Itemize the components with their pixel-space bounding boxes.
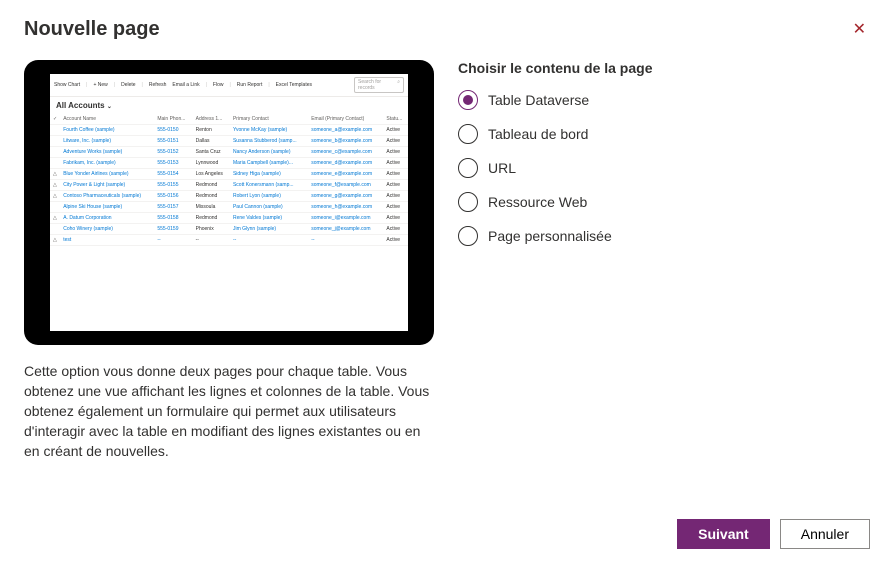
col-email: Email (Primary Contact) — [308, 114, 383, 125]
toolbar-email: Email a Link — [172, 82, 199, 88]
preview-toolbar: Show Chart | + New | Delete | Refresh Em… — [50, 74, 408, 97]
radio-icon — [458, 124, 478, 144]
col-name: Account Name — [60, 114, 154, 125]
table-row: Alpine Ski House (sample)555-0157Missoul… — [50, 202, 408, 213]
table-row: Adventure Works (sample)555-0152Santa Cr… — [50, 147, 408, 158]
toolbar-templates: Excel Templates — [276, 82, 312, 88]
preview-screen: Show Chart | + New | Delete | Refresh Em… — [50, 74, 408, 331]
table-row: △City Power & Light (sample)555-0155Redm… — [50, 180, 408, 191]
option-label: URL — [488, 160, 516, 176]
toolbar-delete: Delete — [121, 82, 135, 88]
content-type-radiogroup: Table Dataverse Tableau de bord URL Ress… — [458, 90, 870, 246]
next-button[interactable]: Suivant — [677, 519, 770, 549]
table-row: △Blue Yonder Airlines (sample)555-0154Lo… — [50, 169, 408, 180]
option-label: Tableau de bord — [488, 126, 588, 142]
col-phone: Main Phon... — [154, 114, 192, 125]
col-status: Statu... — [383, 114, 408, 125]
col-check: ✓ — [50, 114, 60, 125]
preview-grid: ✓ Account Name Main Phon... Address 1...… — [50, 114, 408, 246]
table-row: Fourth Coffee (sample)555-0150RentonYvon… — [50, 125, 408, 136]
cancel-button[interactable]: Annuler — [780, 519, 870, 549]
preview-tablet: Show Chart | + New | Delete | Refresh Em… — [24, 60, 434, 345]
option-table-dataverse[interactable]: Table Dataverse — [458, 90, 870, 110]
col-contact: Primary Contact — [230, 114, 308, 125]
close-button[interactable]: ✕ — [849, 18, 870, 42]
preview-view-title: All Accounts ⌄ — [50, 97, 408, 114]
option-dashboard[interactable]: Tableau de bord — [458, 124, 870, 144]
col-city: Address 1... — [193, 114, 230, 125]
toolbar-refresh: Refresh — [149, 82, 167, 88]
table-row: △Contoso Pharmaceuticals (sample)555-015… — [50, 191, 408, 202]
option-url[interactable]: URL — [458, 158, 870, 178]
option-web-resource[interactable]: Ressource Web — [458, 192, 870, 212]
toolbar-chart: Show Chart — [54, 82, 80, 88]
radio-icon — [458, 90, 478, 110]
toolbar-new: + New — [93, 82, 107, 88]
table-row: Coho Winery (sample)555-0159PhoenixJim G… — [50, 224, 408, 235]
radio-icon — [458, 226, 478, 246]
option-custom-page[interactable]: Page personnalisée — [458, 226, 870, 246]
option-label: Ressource Web — [488, 194, 587, 210]
search-icon: ⌕ — [397, 79, 400, 91]
table-row: △A. Datum Corporation555-0158RedmondRene… — [50, 213, 408, 224]
radio-icon — [458, 192, 478, 212]
option-description: Cette option vous donne deux pages pour … — [24, 361, 434, 461]
close-icon: ✕ — [853, 21, 866, 38]
toolbar-report: Run Report — [237, 82, 263, 88]
preview-search: Search for records⌕ — [354, 77, 404, 93]
dialog-title: Nouvelle page — [24, 18, 160, 41]
radio-icon — [458, 158, 478, 178]
toolbar-flow: Flow — [213, 82, 224, 88]
option-label: Table Dataverse — [488, 92, 589, 108]
section-label: Choisir le contenu de la page — [458, 60, 870, 76]
table-row: Litware, Inc. (sample)555-0151DallasSusa… — [50, 136, 408, 147]
table-row: △test--------Active — [50, 235, 408, 246]
option-label: Page personnalisée — [488, 228, 612, 244]
table-row: Fabrikam, Inc. (sample)555-0153LynnwoodM… — [50, 158, 408, 169]
